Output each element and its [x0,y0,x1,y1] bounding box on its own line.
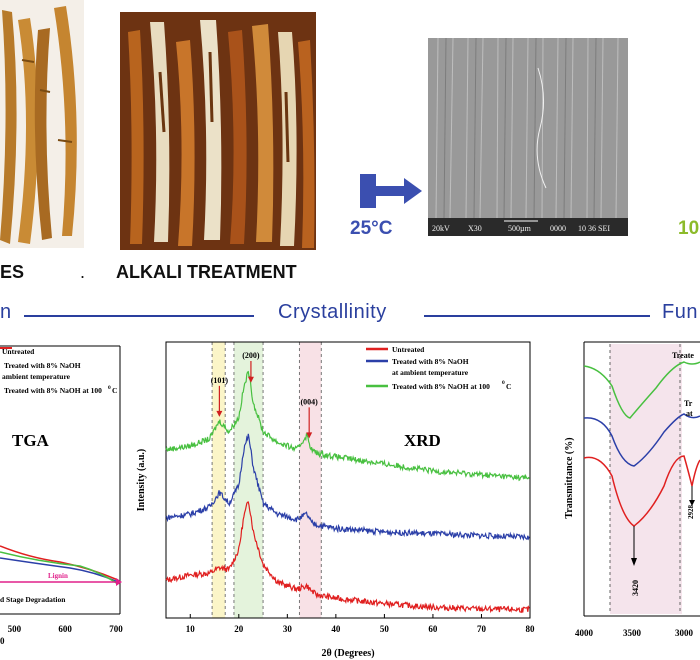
xrd-peak-label: (004) [301,397,319,406]
xrd-legend-unit: C [506,382,511,391]
ftir-band [610,344,682,614]
ftir-tick-4000: 4000 [575,628,594,638]
raw-fibres-photo [0,0,84,248]
xrd-x-tick-label: 50 [380,624,390,634]
xrd-peak-bands [211,342,322,618]
section-left-title: n [0,301,12,323]
tga-x-tick-label: 600 [58,624,72,634]
ftir-label-at: at [686,409,693,418]
xrd-x-tick-label: 70 [477,624,487,634]
tga-lignin-label: Lignin [48,572,68,580]
sem-scalebar: 500µm [508,224,532,233]
sem-voltage: 20kV [432,224,450,233]
tga-x-tick-label: 500 [8,624,22,634]
ftir-curve-ambient [583,413,700,467]
xrd-legend-label: Treated with 8% NaOH [392,357,469,366]
raw-fibres-image [0,0,84,248]
tga-x-tick-label: 700 [109,624,123,634]
xrd-peak-labels: (101) (200) (004) [211,351,319,439]
ftir-label-tr: Tr [684,399,693,408]
ftir-peak-2928: 2928 [687,505,695,520]
xrd-legend-label: Untreated [392,345,425,354]
xrd-xlabel: 2θ (Degrees) [321,648,374,659]
xrd-legend-label: at ambient temperature [392,368,469,377]
tga-curve-untreated [0,545,119,581]
xrd-x-tick-label: 10 [186,624,196,634]
xrd-legend-sup: 0 [502,380,505,386]
tga-tick-left: 0 [0,636,5,646]
section-crystallinity-title: Crystallinity [278,301,387,323]
temperature-25-label: 25°C [350,218,393,239]
temperature-right-label: 10 [678,218,700,239]
right-arrow-icon [360,174,422,208]
alkali-treatment-photo [120,12,316,250]
tga-title: TGA [12,431,50,450]
ftir-treated-label: Treate [672,351,694,360]
xrd-peak-arrowhead [306,432,313,439]
xrd-chart: (101) (200) (004) Untreated Treated with 8%… [136,341,535,659]
tga-curve-100c [0,551,119,585]
section-mid-line [424,315,650,317]
sem-code: 0000 [550,224,566,233]
xrd-peak-arrowhead [216,410,223,417]
xrd-legend: Untreated Treated with 8% NaOH at ambient … [366,345,511,391]
xrd-peak-arrowhead [247,376,254,383]
sem-micrograph: 20kV X30 500µm 0000 10 36 SEI [428,38,628,236]
xrd-series-line-0 [165,501,530,614]
sem-label: 10 36 SEI [578,224,610,233]
xrd-ylabel: Intensity (a.u.) [136,449,147,512]
tga-stage-label: d Stage Degradation [0,595,66,604]
ftir-tick-3000: 3000 [675,628,694,638]
xrd-x-ticks: 10 20 30 40 50 60 70 80 [186,614,535,634]
section-right-title: Fun [662,301,698,323]
alkali-treated-fibres-image [120,12,316,250]
tga-legend-untreated: Untreated [2,347,35,356]
tga-legend-treated-2-unit: C [112,386,117,395]
ftir-chart: Transmittance (%) Treate Tr at 3420 2928… [564,341,700,638]
raw-fibres-caption: ES [0,262,25,282]
xrd-legend-label: Treated with 8% NaOH at 100 [392,382,490,391]
tga-legend-treated-1: Treated with 8% NaOH [4,361,81,370]
xrd-series-group [165,370,530,614]
xrd-series-line-2 [165,370,530,482]
section-left-line [24,315,254,317]
xrd-x-tick-label: 30 [283,624,293,634]
sem-magnification: X30 [468,224,482,233]
xrd-peak-label: (200) [242,351,260,360]
tga-legend-treated-1b: ambient temperature [2,372,71,381]
xrd-peak-band [299,342,322,618]
ftir-ylabel: Transmittance (%) [564,437,575,518]
xrd-plot-frame [165,341,531,619]
xrd-x-tick-label: 20 [234,624,244,634]
tga-legend-treated-2: Treated with 8% NaOH at 100 [4,386,102,395]
alkali-treatment-caption: ALKALI TREATMENT [116,262,297,282]
xrd-peak-band [233,342,264,618]
xrd-peak-label: (101) [211,376,229,385]
tga-legend-treated-2-sup: 0 [108,385,111,391]
tga-x-ticks: 500 600 700 [8,624,124,634]
raw-fibres-caption-dot: . [80,262,86,282]
xrd-series-line-1 [165,433,530,541]
ftir-curve-100c [583,361,700,419]
tga-curve-ambient [0,557,119,583]
xrd-x-tick-label: 80 [526,624,536,634]
xrd-x-tick-label: 60 [428,624,438,634]
tga-chart: Untreated Treated with 8% NaOH ambient t… [0,345,124,646]
ftir-peak-3420: 3420 [631,580,640,596]
xrd-title: XRD [404,431,441,450]
sem-image: 20kV X30 500µm 0000 10 36 SEI [428,38,628,236]
ftir-tick-3500: 3500 [623,628,642,638]
xrd-x-tick-label: 40 [331,624,341,634]
